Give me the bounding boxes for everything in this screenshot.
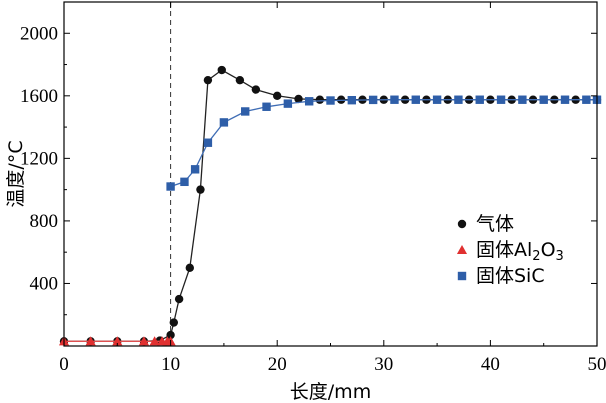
data-point: [190, 165, 200, 174]
data-point: [196, 185, 205, 194]
y-tick-label: 1600: [20, 86, 58, 107]
x-tick-label: 40: [481, 354, 500, 375]
legend-item-1: 固体Al2O3: [456, 239, 564, 264]
series-0: [59, 65, 602, 346]
data-point: [174, 294, 184, 304]
data-point: [203, 75, 213, 85]
data-point: [411, 95, 420, 104]
legend-label: 固体SiC: [476, 265, 545, 287]
data-point: [217, 65, 226, 75]
series-line: [64, 69, 597, 342]
data-point: [390, 95, 399, 104]
data-point: [294, 94, 303, 104]
y-axis-title: 温度/°C: [5, 140, 27, 207]
legend-item-2: 固体SiC: [457, 265, 545, 287]
data-point: [203, 138, 213, 147]
data-point: [180, 177, 189, 187]
data-point: [454, 95, 463, 104]
data-point: [169, 318, 178, 327]
legend-marker: [456, 244, 468, 255]
x-tick-label: 0: [59, 354, 69, 375]
legend-label: 气体: [476, 213, 514, 235]
data-point: [539, 95, 548, 104]
y-tick-label: 800: [30, 211, 59, 232]
data-point: [112, 336, 123, 346]
x-tick-label: 50: [588, 354, 606, 375]
data-point: [241, 107, 250, 116]
data-point: [368, 95, 378, 105]
data-point: [496, 95, 506, 104]
series-line: [170, 99, 597, 188]
data-point: [138, 336, 149, 346]
data-point: [166, 182, 175, 191]
y-tick-label: 1200: [20, 148, 58, 169]
legend-marker: [457, 219, 467, 229]
data-point: [475, 95, 484, 104]
x-tick-label: 30: [374, 354, 393, 375]
data-point: [149, 336, 160, 346]
data-point: [262, 102, 271, 111]
data-point: [518, 95, 527, 104]
legend-label: 固体Al2O3: [476, 239, 564, 264]
data-point: [219, 118, 229, 127]
plot-frame: [63, 1, 598, 347]
legend-marker: [457, 271, 467, 281]
data-point: [326, 96, 335, 105]
data-point: [315, 95, 325, 104]
data-point: [432, 95, 442, 104]
data-point: [273, 91, 282, 101]
x-tick-label: 10: [161, 354, 180, 375]
data-point: [185, 263, 194, 273]
data-point: [283, 99, 293, 108]
data-point: [85, 336, 96, 346]
y-tick-label: 400: [30, 273, 59, 294]
x-axis-title: 长度/mm: [290, 381, 371, 403]
series-layer: [58, 65, 602, 346]
data-point: [582, 95, 591, 104]
data-point: [166, 330, 175, 340]
data-point: [235, 75, 245, 85]
series-1: [58, 336, 176, 346]
legend-item-0: 气体: [457, 213, 514, 235]
data-point: [347, 95, 357, 105]
data-point: [560, 95, 570, 104]
x-tick-label: 20: [268, 354, 287, 375]
data-point: [251, 85, 261, 94]
y-tick-label: 2000: [20, 23, 58, 44]
data-point: [304, 97, 314, 106]
axes: 0 10 20 30 40 50 400 800 1200 1600 2000: [20, 1, 606, 375]
series-2: [166, 95, 602, 191]
